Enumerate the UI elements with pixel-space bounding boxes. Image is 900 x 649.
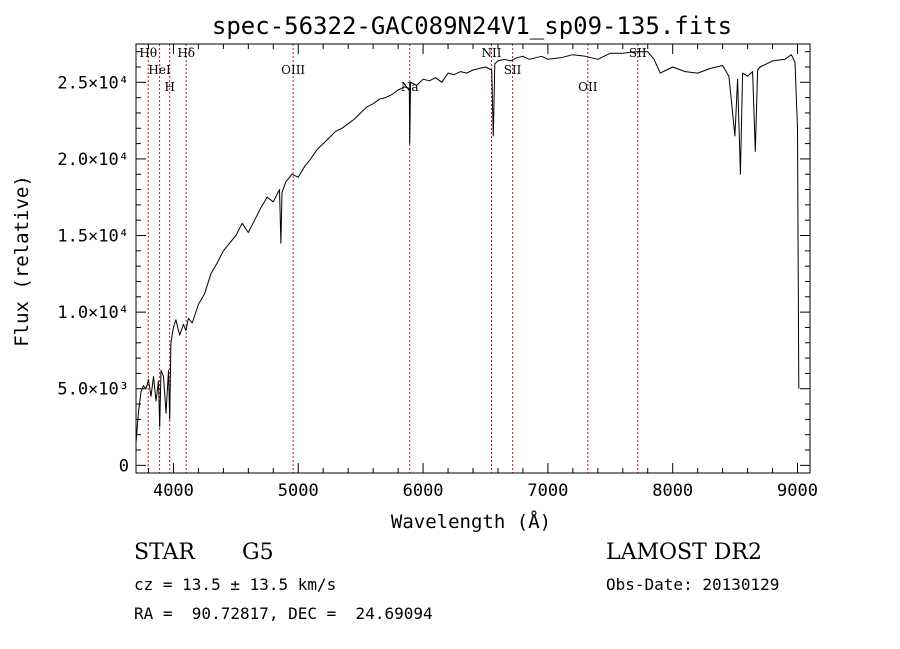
survey-name: LAMOST DR2 (606, 540, 762, 565)
y-tick-label: 2.5×10⁴ (57, 73, 129, 93)
x-tick-label: 6000 (403, 481, 444, 501)
spectral-line-label: H (164, 80, 174, 94)
y-axis-label: Flux (relative) (11, 175, 33, 347)
object-subclass: G5 (242, 540, 274, 565)
chart-title: spec-56322-GAC089N24V1_sp09-135.fits (212, 12, 732, 40)
x-tick-label: 4000 (153, 481, 194, 501)
plot-frame (135, 43, 811, 474)
y-tick-label: 1.0×10⁴ (57, 303, 129, 323)
x-tick-label: 9000 (777, 481, 818, 501)
spectral-line-label: SII (629, 46, 647, 60)
y-tick-label: 2.0×10⁴ (57, 150, 129, 170)
y-tick-label: 5.0×10³ (57, 380, 129, 400)
coordinates: RA = 90.72817, DEC = 24.69094 (134, 604, 433, 623)
spectral-line-label: OII (578, 80, 598, 94)
spectral-lines (147, 44, 639, 473)
y-tick-label: 1.5×10⁴ (57, 227, 129, 247)
y-tick-labels: 0 5.0×10³ 1.0×10⁴ 1.5×10⁴ 2.0×10⁴ 2.5×10⁴ (57, 73, 129, 476)
axis-ticks (136, 44, 810, 473)
y-tick-label: 0 (119, 456, 129, 476)
spectral-line-label: SII (504, 63, 522, 77)
redshift-cz: cz = 13.5 ± 13.5 km/s (134, 575, 337, 594)
spectral-line-label: NII (481, 46, 501, 60)
object-type: STAR (134, 540, 195, 565)
spectral-line-label: Hδ (177, 46, 195, 60)
spectral-line-label: OIII (281, 63, 305, 77)
spectral-line-label: Na (401, 80, 419, 94)
spectral-line-label: Hθ (139, 46, 157, 60)
series-layer (135, 51, 800, 443)
x-tick-label: 8000 (652, 481, 693, 501)
x-tick-labels: 4000 5000 6000 7000 8000 9000 (153, 481, 818, 501)
spectral-line-label: HeI (148, 63, 171, 77)
x-axis-label: Wavelength (Å) (391, 510, 551, 533)
spectrum-series-line (135, 51, 800, 443)
x-tick-label: 5000 (278, 481, 319, 501)
x-tick-label: 7000 (527, 481, 568, 501)
observation-date: Obs-Date: 20130129 (606, 575, 780, 594)
